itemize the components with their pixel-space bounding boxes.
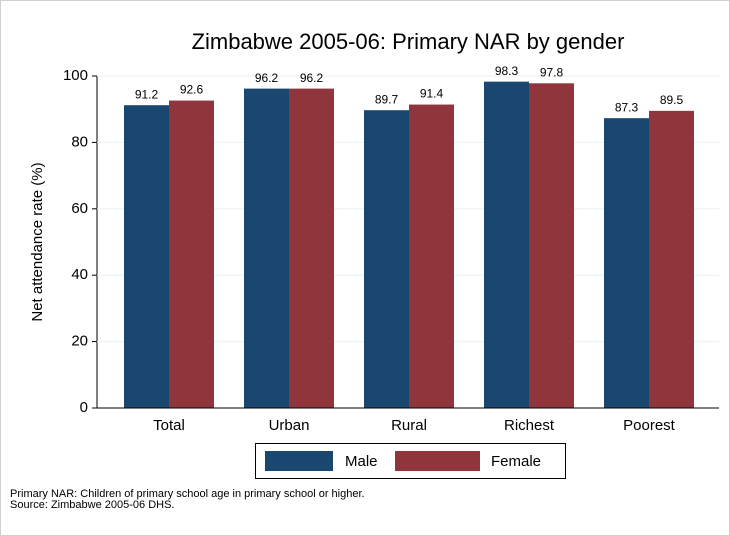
bar	[244, 88, 289, 408]
x-tick-label: Richest	[504, 417, 555, 434]
bar	[409, 104, 454, 408]
y-tick-label: 100	[63, 67, 88, 84]
value-label: 91.2	[135, 87, 159, 101]
bar	[529, 83, 574, 408]
value-label: 96.2	[255, 71, 279, 85]
x-tick-label: Total	[153, 417, 185, 434]
bar	[169, 100, 214, 409]
chart-title: Zimbabwe 2005-06: Primary NAR by gender	[192, 29, 625, 54]
x-tick-label: Rural	[391, 417, 427, 434]
bar	[649, 110, 694, 409]
bar	[484, 81, 529, 409]
value-label: 98.3	[495, 64, 519, 78]
bar	[604, 118, 649, 408]
y-tick-label: 80	[71, 133, 88, 150]
value-label: 87.3	[615, 100, 639, 114]
y-tick-label: 0	[80, 399, 88, 416]
y-axis-label: Net attendance rate (%)	[29, 162, 46, 321]
bar	[124, 105, 169, 408]
bar	[364, 110, 409, 409]
note: Source: Zimbabwe 2005-06 DHS.	[10, 499, 174, 511]
value-label: 89.7	[375, 92, 399, 106]
bar	[289, 88, 334, 408]
value-label: 97.8	[540, 65, 564, 79]
note: Primary NAR: Children of primary school …	[10, 488, 365, 500]
x-tick-label: Urban	[269, 417, 310, 434]
legend-swatch	[395, 451, 480, 471]
x-tick-label: Poorest	[623, 417, 676, 434]
y-tick-label: 20	[71, 333, 88, 350]
legend-label: Female	[491, 453, 541, 470]
value-label: 92.6	[180, 83, 204, 97]
legend-swatch	[265, 451, 333, 471]
value-label: 91.4	[420, 87, 444, 101]
value-label: 89.5	[660, 93, 684, 107]
value-label: 96.2	[300, 71, 324, 85]
legend-label: Male	[345, 453, 378, 470]
y-tick-label: 40	[71, 266, 88, 283]
y-tick-label: 60	[71, 200, 88, 217]
